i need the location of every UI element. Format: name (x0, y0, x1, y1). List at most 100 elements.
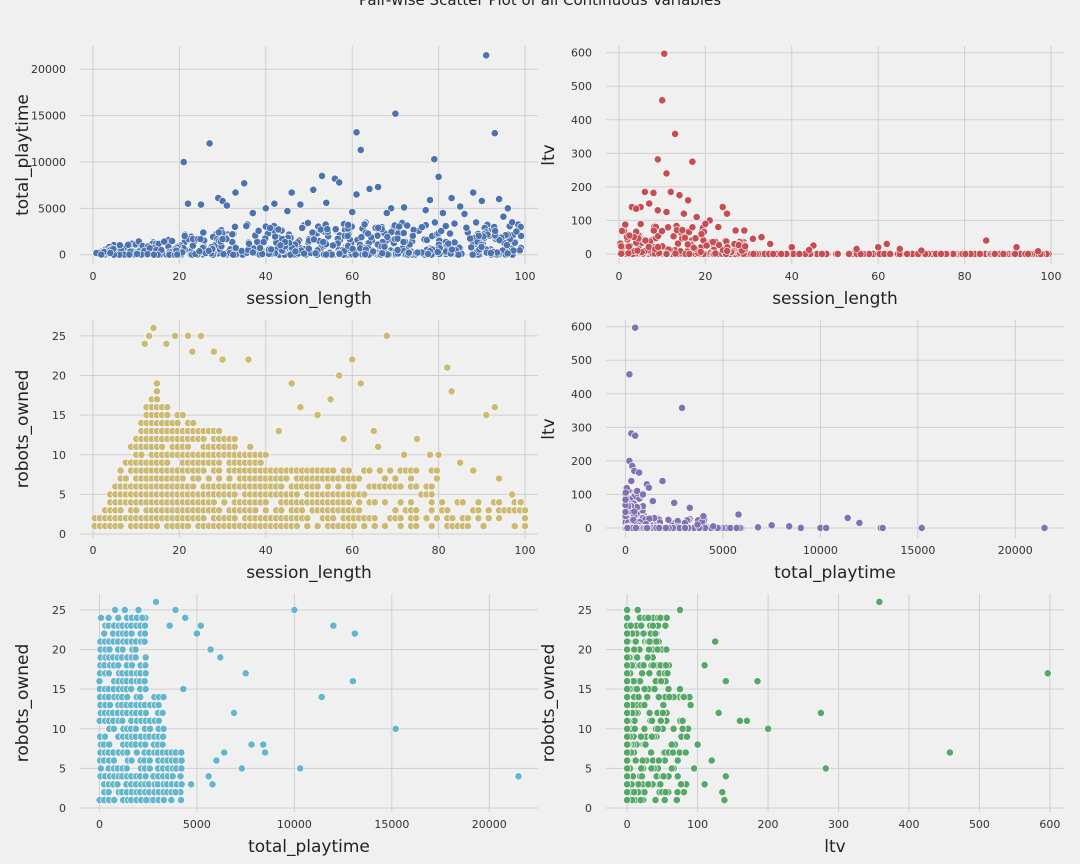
data-point (903, 249, 911, 258)
data-point (348, 677, 357, 686)
data-point (684, 196, 692, 205)
x-tick-label: 10000 (803, 544, 838, 557)
data-point (643, 653, 652, 662)
x-tick-label: 600 (1039, 818, 1060, 831)
data-point (393, 234, 402, 243)
x-tick-label: 300 (828, 818, 849, 831)
y-tick-label: 0 (585, 802, 592, 815)
data-point (313, 482, 322, 491)
data-point (664, 515, 673, 524)
data-point (118, 645, 127, 654)
data-point (427, 482, 436, 491)
data-point (720, 796, 729, 804)
data-point (355, 474, 363, 483)
data-point (512, 227, 521, 236)
data-point (241, 669, 250, 678)
data-point (797, 524, 805, 532)
data-point (805, 245, 813, 254)
data-point (348, 208, 357, 216)
x-tick-label: 80 (958, 270, 972, 283)
data-point (660, 49, 669, 58)
data-point (296, 403, 305, 412)
data-point (138, 613, 147, 622)
data-point (479, 522, 488, 530)
data-point (154, 701, 163, 709)
data-point (895, 244, 904, 253)
data-point (391, 109, 400, 118)
data-point (679, 693, 688, 701)
data-point (990, 249, 999, 258)
data-point (697, 230, 706, 238)
data-point (412, 466, 421, 475)
data-point (685, 503, 694, 512)
y-tick-label: 5 (585, 762, 592, 775)
data-point (251, 506, 260, 515)
y-tick-label: 0 (59, 528, 66, 541)
x-tick-label: 40 (259, 544, 273, 557)
data-point (274, 225, 283, 234)
data-point (731, 226, 740, 235)
data-point (218, 355, 227, 364)
data-point (723, 246, 731, 255)
data-point (261, 506, 270, 515)
data-point (145, 756, 154, 765)
data-point (516, 498, 525, 507)
data-point (355, 498, 363, 507)
data-point (649, 226, 658, 235)
data-point (131, 724, 140, 733)
data-point (444, 239, 453, 248)
data-point (163, 458, 172, 467)
data-point (460, 209, 469, 218)
data-point (360, 522, 369, 530)
data-point (1012, 243, 1021, 252)
data-point (322, 250, 330, 259)
y-tick-label: 20 (52, 643, 66, 656)
y-tick-label: 15 (578, 683, 592, 696)
data-point (623, 629, 631, 638)
data-point (382, 331, 391, 340)
data-point (300, 249, 308, 258)
data-point (464, 514, 472, 523)
data-point (248, 248, 257, 257)
data-point (181, 613, 190, 622)
data-point (640, 685, 649, 693)
x-tick-label: 100 (515, 270, 536, 283)
subplot-6: 0 100 200 300 400 500 600 0 5 10 15 20 25 ltv robots_o… (539, 594, 1064, 857)
data-point (270, 199, 279, 208)
data-point (318, 171, 326, 180)
data-point (298, 506, 306, 515)
data-point (653, 206, 662, 215)
y-tick-label: 600 (571, 47, 592, 60)
data-point (767, 521, 776, 530)
data-point (641, 236, 650, 245)
data-point (764, 724, 772, 733)
y-axis-label: total_playtime (13, 94, 33, 216)
data-point (454, 250, 463, 259)
data-point (636, 677, 644, 686)
data-point (437, 227, 446, 235)
data-point (658, 477, 667, 485)
data-point (438, 498, 446, 507)
data-point (177, 764, 186, 773)
data-point (142, 796, 151, 804)
data-point (721, 772, 730, 781)
data-point (624, 249, 633, 258)
data-point (679, 209, 688, 218)
data-point (685, 249, 694, 258)
x-tick-label: 100 (1041, 270, 1062, 283)
data-point (177, 748, 186, 757)
data-point (133, 249, 141, 258)
data-point (655, 524, 664, 532)
data-point (503, 204, 512, 213)
data-point (158, 442, 166, 451)
data-point (777, 249, 786, 258)
y-axis-label: robots_owned (539, 644, 559, 763)
data-point (673, 788, 682, 797)
data-point (651, 796, 660, 804)
data-point (204, 772, 213, 781)
data-point (199, 466, 208, 475)
data-point (261, 498, 270, 507)
data-point (656, 780, 665, 789)
data-point (623, 740, 631, 749)
data-point (434, 172, 443, 181)
